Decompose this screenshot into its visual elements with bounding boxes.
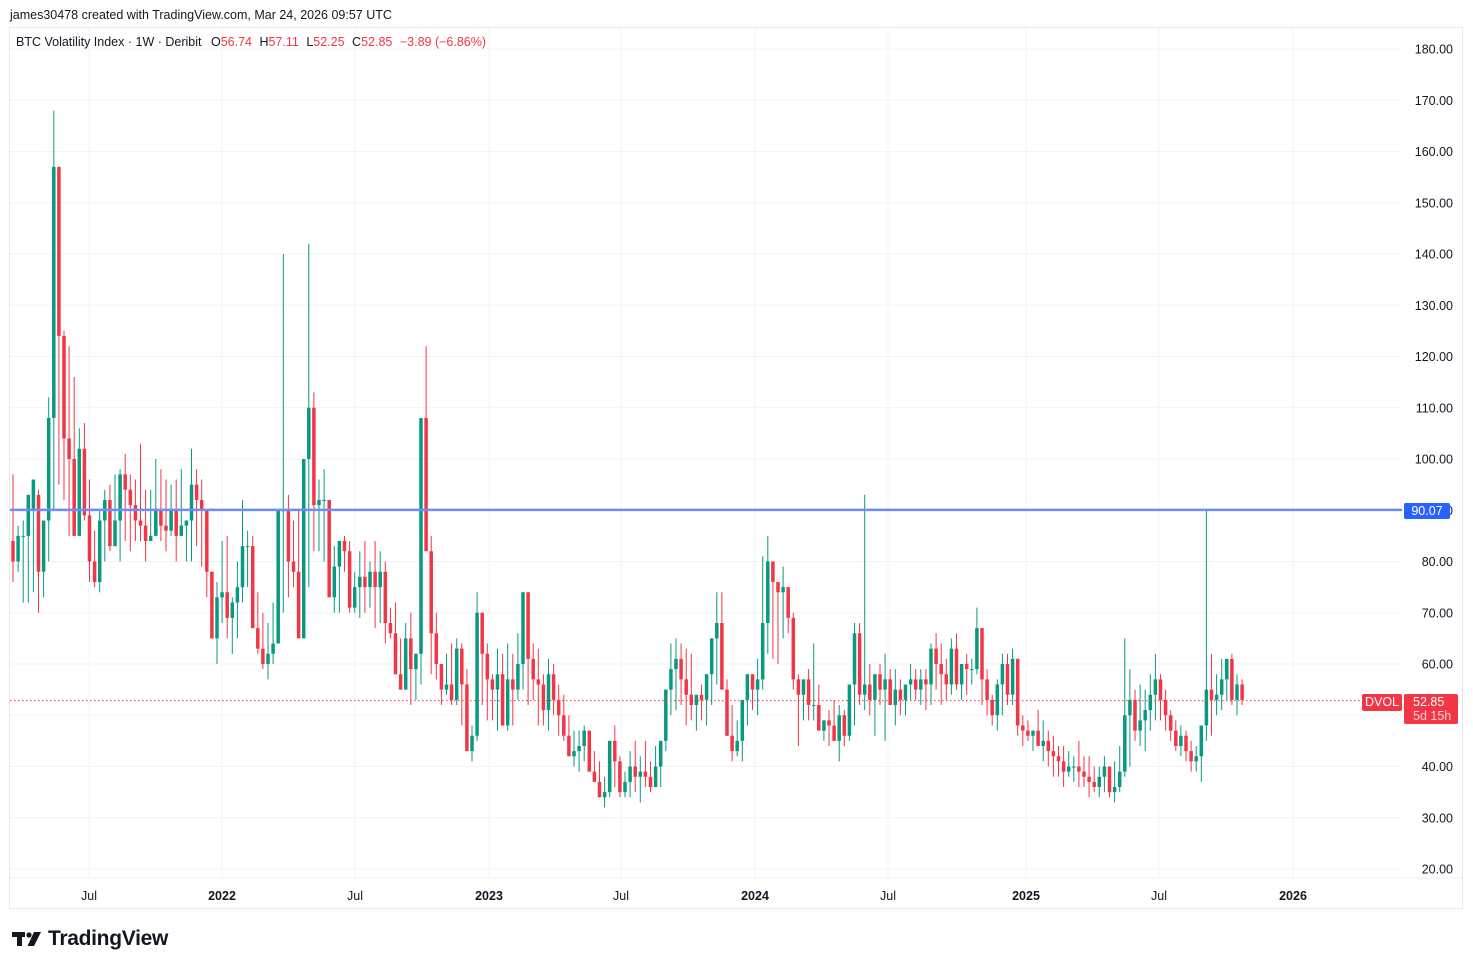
tradingview-logo-icon [12,932,41,946]
y-tick-label: 30.00 [1422,811,1453,825]
open-label: O [210,35,221,49]
symbol-title: BTC Volatility Index · 1W · Deribit [16,35,202,49]
x-tick-label: Jul [613,889,629,903]
y-tick-label: 20.00 [1422,863,1453,877]
y-tick-label: 40.00 [1422,760,1453,774]
x-tick-label: 2022 [208,889,236,903]
y-tick-label: 170.00 [1415,94,1453,108]
last-price-badge: 52.85 5d 15h [1404,694,1458,724]
chart-credit: james30478 created with TradingView.com,… [10,8,392,22]
y-tick-label: 130.00 [1415,299,1453,313]
high-value: 57.11 [268,35,299,49]
time-axis[interactable]: Jul 2022 Jul 2023 Jul 2024 Jul 2025 Jul 2026 [81,889,1307,903]
x-tick-label: Jul [1151,889,1167,903]
high-label: H [259,35,269,49]
x-tick-label: 2025 [1012,889,1040,903]
horizontal-level-badge[interactable]: 90.07 [1404,503,1450,519]
last-price-value: 52.85 [1413,695,1445,709]
chart-legend: BTC Volatility Index · 1W · Deribit O56.… [16,35,486,49]
open-value: 56.74 [220,35,252,49]
x-tick-label: 2026 [1279,889,1307,903]
y-tick-label: 160.00 [1415,145,1453,159]
low-label: L [306,35,314,49]
y-tick-label: 60.00 [1422,658,1453,672]
close-label: C [352,35,362,49]
y-tick-label: 150.00 [1415,196,1453,210]
change-value: −3.89 (−6.86%) [399,35,487,49]
x-tick-label: 2023 [475,889,503,903]
y-tick-label: 140.00 [1415,248,1453,262]
y-tick-label: 180.00 [1415,43,1453,57]
symbol-badge: DVOL [1362,694,1402,711]
low-value: 52.25 [313,35,345,49]
candles [11,110,1244,808]
x-tick-label: Jul [81,889,97,903]
chart-frame[interactable] [9,27,1463,909]
x-tick-label: Jul [880,889,896,903]
y-tick-label: 120.00 [1415,350,1453,364]
tradingview-logo[interactable]: TradingView [12,927,168,951]
y-tick-label: 70.00 [1422,606,1453,620]
y-tick-label: 100.00 [1415,453,1453,467]
price-axis[interactable]: 20.0030.0040.0050.0060.0070.0080.0090.00… [1415,43,1453,877]
y-tick-label: 80.00 [1422,555,1453,569]
tradingview-logo-text: TradingView [48,927,169,950]
x-tick-label: Jul [347,889,363,903]
y-tick-label: 110.00 [1416,401,1453,415]
x-tick-label: 2024 [741,889,769,903]
bar-countdown: 5d 15h [1413,709,1452,723]
close-value: 52.85 [361,35,393,49]
